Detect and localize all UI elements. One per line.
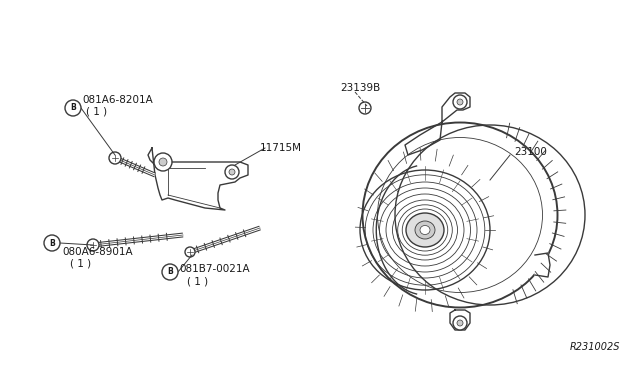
Ellipse shape xyxy=(415,221,435,239)
Polygon shape xyxy=(535,253,550,277)
Text: 11715M: 11715M xyxy=(260,143,302,153)
Circle shape xyxy=(453,95,467,109)
Circle shape xyxy=(359,102,371,114)
Circle shape xyxy=(457,99,463,105)
Circle shape xyxy=(162,264,178,280)
Text: 23100: 23100 xyxy=(514,147,547,157)
Text: 081B7-0021A: 081B7-0021A xyxy=(179,264,250,274)
Text: B: B xyxy=(49,238,55,247)
Text: ( 1 ): ( 1 ) xyxy=(187,276,208,286)
Circle shape xyxy=(154,153,172,171)
Text: 23139B: 23139B xyxy=(340,83,380,93)
Circle shape xyxy=(229,169,235,175)
Polygon shape xyxy=(148,148,248,210)
Text: R231002S: R231002S xyxy=(570,342,620,352)
Circle shape xyxy=(457,320,463,326)
Circle shape xyxy=(44,235,60,251)
Polygon shape xyxy=(442,93,470,122)
Circle shape xyxy=(225,165,239,179)
Circle shape xyxy=(453,316,467,330)
Text: 080A6-8901A: 080A6-8901A xyxy=(62,247,132,257)
Text: ( 1 ): ( 1 ) xyxy=(70,259,91,269)
Polygon shape xyxy=(405,122,442,155)
Ellipse shape xyxy=(406,213,444,247)
Circle shape xyxy=(159,158,167,166)
Ellipse shape xyxy=(420,225,430,234)
Circle shape xyxy=(87,239,99,251)
Circle shape xyxy=(109,152,121,164)
Polygon shape xyxy=(450,310,470,330)
Circle shape xyxy=(65,100,81,116)
Circle shape xyxy=(185,247,195,257)
Text: 081A6-8201A: 081A6-8201A xyxy=(82,95,153,105)
Text: ( 1 ): ( 1 ) xyxy=(86,107,107,117)
Text: B: B xyxy=(167,267,173,276)
Text: B: B xyxy=(70,103,76,112)
